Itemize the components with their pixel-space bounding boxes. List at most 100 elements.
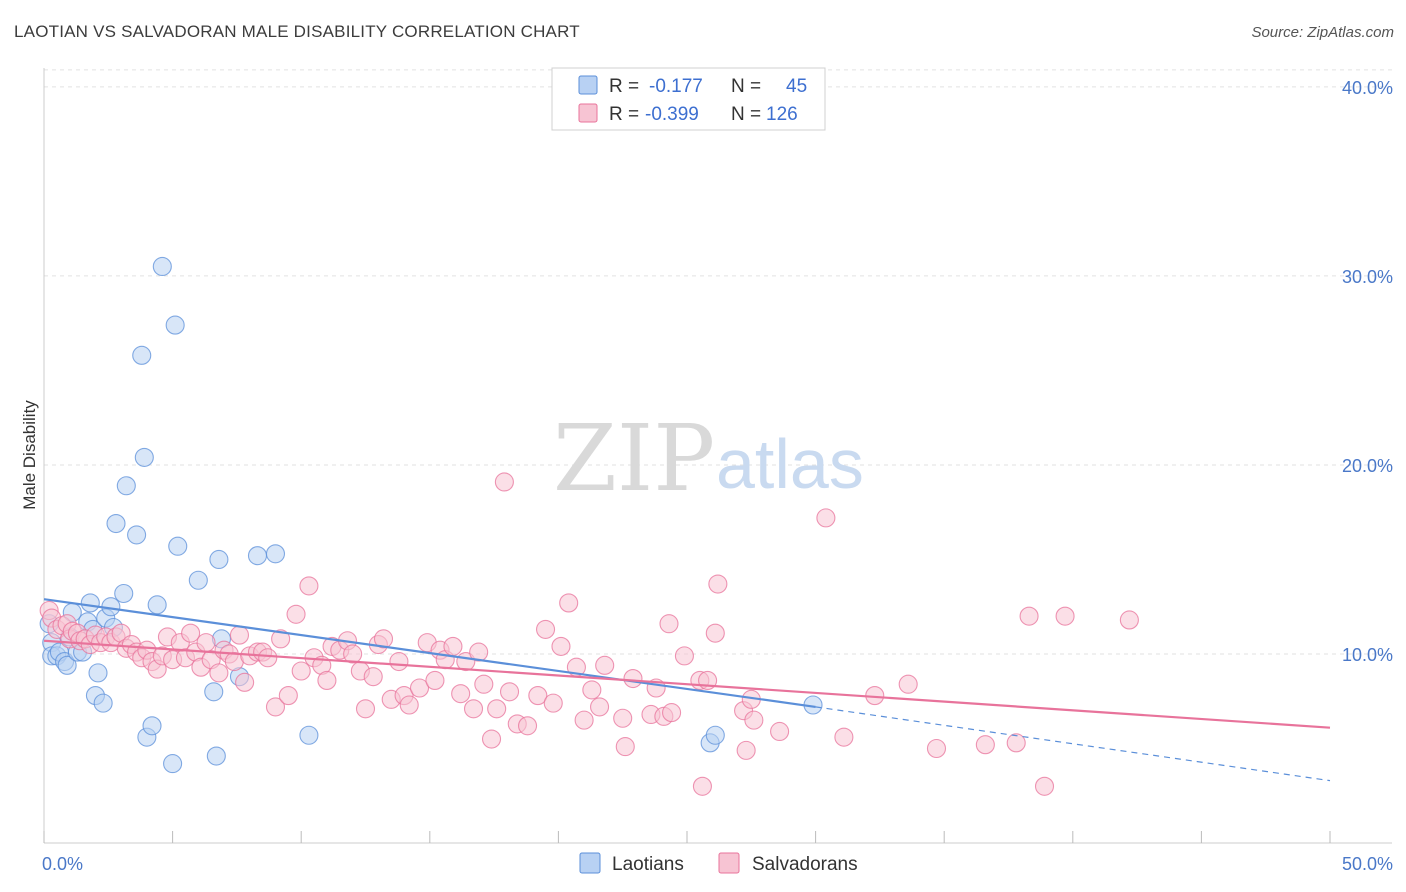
point-salvadorans-68 <box>425 670 445 690</box>
bottom-legend-swatch-salvadorans <box>718 852 740 874</box>
point-laotians-34 <box>204 682 224 702</box>
x-tick-label-max: 50.0% <box>1342 854 1393 874</box>
trend-line-salvadorans <box>43 639 1331 729</box>
y-tick-label-40: 40.0% <box>1342 78 1393 98</box>
point-salvadorans-66 <box>409 678 430 698</box>
point-salvadorans-108 <box>736 740 756 760</box>
point-laotians-31 <box>165 315 185 335</box>
trend-lines <box>43 598 1331 782</box>
point-salvadorans-71 <box>443 636 463 656</box>
point-salvadorans-122 <box>1119 610 1139 630</box>
y-tick-label-10: 10.0% <box>1342 645 1393 665</box>
point-laotians-30 <box>163 754 183 774</box>
point-laotians-21 <box>114 583 134 604</box>
legend-r-label-0: R = <box>609 76 639 97</box>
point-salvadorans-111 <box>770 721 790 742</box>
bottom-legend-laotians: Laotians <box>612 854 684 875</box>
point-laotians-25 <box>134 447 154 467</box>
point-laotians-23 <box>127 525 147 545</box>
point-salvadorans-118 <box>1006 733 1026 753</box>
point-salvadorans-32 <box>196 633 216 653</box>
point-salvadorans-90 <box>582 680 602 700</box>
point-laotians-33 <box>188 570 208 590</box>
point-salvadorans-56 <box>343 644 363 664</box>
point-salvadorans-43 <box>258 648 278 668</box>
point-laotians-36 <box>209 549 229 570</box>
point-laotians-15 <box>88 663 108 683</box>
legend-n-value-1: 126 <box>766 104 798 125</box>
point-salvadorans-105 <box>705 623 725 643</box>
series-salvadorans <box>39 472 1139 796</box>
point-salvadorans-79 <box>494 472 514 492</box>
point-laotians-29 <box>152 256 172 277</box>
legend-r-value-0: -0.177 <box>649 76 703 97</box>
point-laotians-12 <box>80 593 100 613</box>
point-salvadorans-65 <box>399 695 419 715</box>
point-salvadorans-120 <box>1034 776 1055 796</box>
point-salvadorans-121 <box>1055 606 1075 626</box>
point-laotians-28 <box>147 595 167 615</box>
point-salvadorans-44 <box>265 697 286 717</box>
point-salvadorans-86 <box>551 636 571 656</box>
point-salvadorans-48 <box>291 661 311 681</box>
legend-n-label-1: N = <box>731 104 761 125</box>
point-salvadorans-80 <box>499 682 520 702</box>
point-salvadorans-89 <box>574 710 594 730</box>
point-salvadorans-46 <box>278 686 298 706</box>
point-salvadorans-63 <box>389 651 409 672</box>
point-laotians-20 <box>106 513 126 534</box>
point-salvadorans-75 <box>469 642 489 662</box>
point-laotians-6 <box>57 655 77 675</box>
chart-source: Source: ZipAtlas.com <box>1251 24 1394 41</box>
x-ticks <box>43 831 1331 843</box>
point-laotians-40 <box>265 544 286 564</box>
point-salvadorans-112 <box>816 508 836 528</box>
bottom-legend-swatch-laotians <box>579 852 601 874</box>
legend-r-label-1: R = <box>609 104 639 125</box>
point-salvadorans-38 <box>229 625 250 645</box>
point-laotians-22 <box>116 476 136 496</box>
point-laotians-27 <box>142 716 162 736</box>
watermark: ZIP atlas <box>553 405 864 512</box>
point-laotians-35 <box>206 746 226 766</box>
axes <box>43 68 1392 844</box>
point-salvadorans-119 <box>1019 606 1039 626</box>
watermark-zip: ZIP <box>553 405 715 512</box>
legend-box: R = -0.177 N = 45 R = -0.399 N = 126 <box>551 67 826 131</box>
point-salvadorans-72 <box>451 684 471 704</box>
point-laotians-24 <box>132 345 152 365</box>
bottom-legend: Laotians Salvadorans <box>579 852 858 875</box>
point-salvadorans-103 <box>692 776 712 796</box>
point-salvadorans-74 <box>463 699 484 719</box>
series-points <box>39 256 1139 796</box>
point-salvadorans-61 <box>373 629 394 649</box>
point-salvadorans-49 <box>299 576 319 596</box>
trend-line-laotians <box>43 598 816 708</box>
point-laotians-16 <box>93 693 113 713</box>
point-salvadorans-83 <box>528 686 548 706</box>
chart-title: LAOTIAN VS SALVADORAN MALE DISABILITY CO… <box>14 22 580 41</box>
bottom-legend-salvadorans: Salvadorans <box>752 854 858 875</box>
point-salvadorans-39 <box>235 672 255 692</box>
y-tick-label-30: 30.0% <box>1342 267 1393 287</box>
point-salvadorans-100 <box>662 703 682 723</box>
point-salvadorans-92 <box>595 655 615 675</box>
point-salvadorans-47 <box>286 604 306 624</box>
watermark-atlas: atlas <box>716 425 864 503</box>
point-laotians-32 <box>168 536 188 556</box>
point-salvadorans-45 <box>271 629 291 649</box>
point-salvadorans-82 <box>517 716 538 736</box>
point-salvadorans-84 <box>535 619 556 639</box>
point-salvadorans-29 <box>181 623 201 643</box>
legend-n-value-0: 45 <box>786 76 807 97</box>
legend-swatch-laotians <box>578 75 598 95</box>
point-salvadorans-115 <box>898 674 918 694</box>
point-salvadorans-110 <box>744 710 764 730</box>
point-salvadorans-91 <box>590 697 610 717</box>
legend-n-label-0: N = <box>731 76 761 97</box>
point-laotians-41 <box>299 725 319 745</box>
point-salvadorans-99 <box>659 614 679 634</box>
point-salvadorans-85 <box>543 693 563 713</box>
point-salvadorans-106 <box>708 574 728 594</box>
